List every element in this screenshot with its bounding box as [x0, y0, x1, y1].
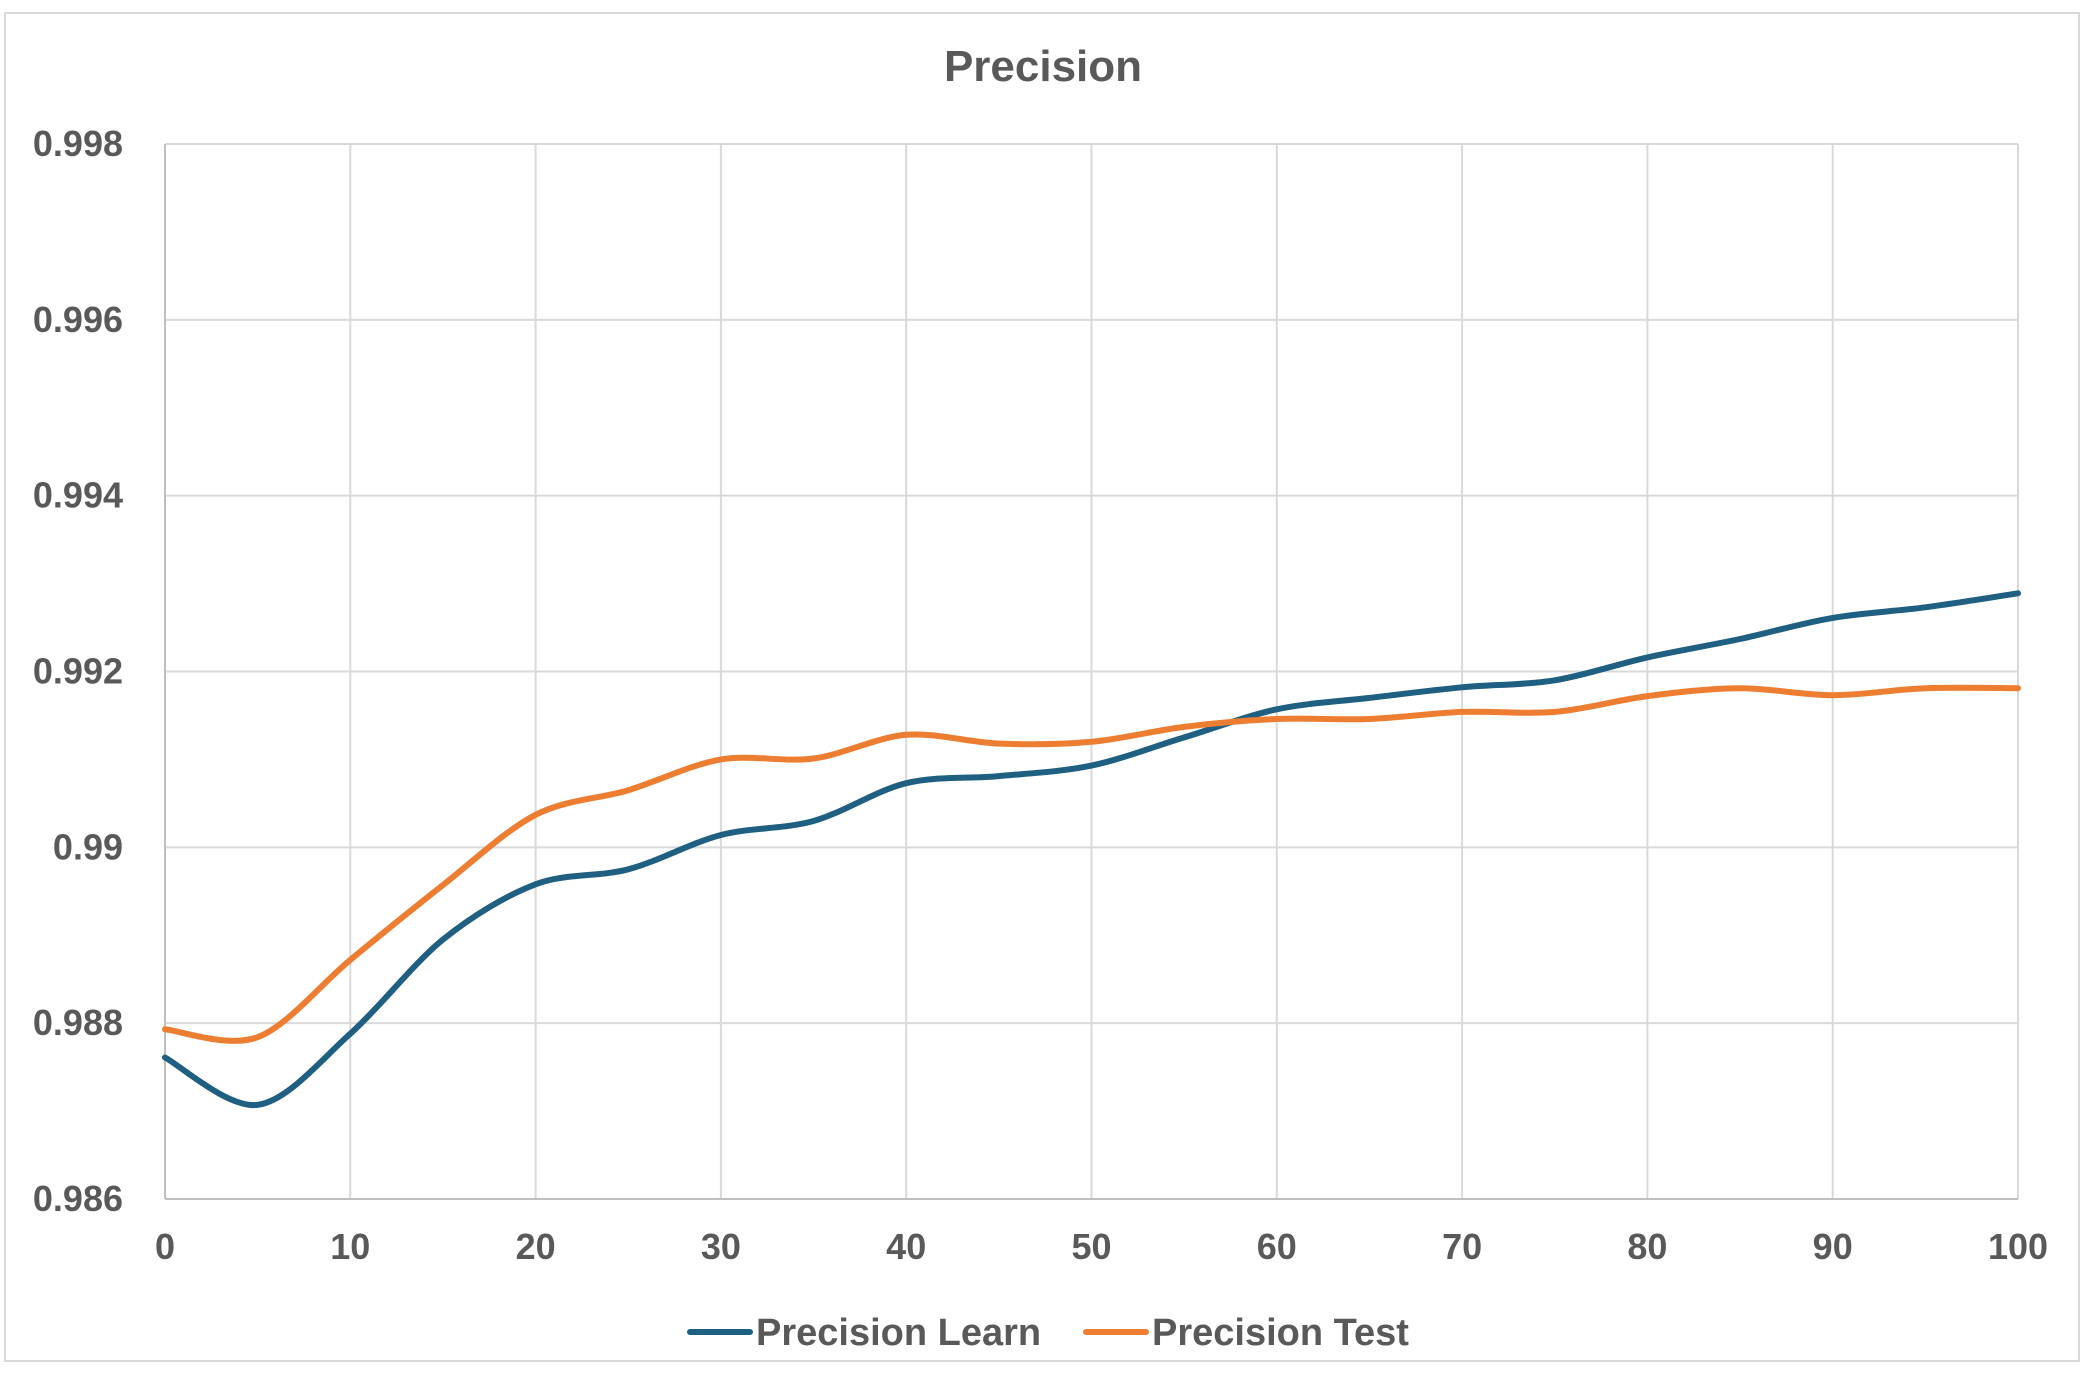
legend-entry: Precision Learn: [687, 1312, 1041, 1354]
x-tick-label: 60: [1257, 1226, 1297, 1267]
series-lines: [162, 590, 2021, 1108]
x-tick-label: 30: [701, 1226, 741, 1267]
x-tick-label: 40: [886, 1226, 926, 1267]
y-tick-label: 0.99: [53, 826, 123, 867]
series-line-precision-test: [162, 684, 2021, 1044]
chart-title: Precision: [944, 42, 1142, 91]
axes: [164, 144, 2018, 1200]
legend: Precision Learn Precision Test: [687, 1312, 1409, 1354]
x-tick-label: 80: [1627, 1226, 1667, 1267]
x-tick-label: 90: [1813, 1226, 1853, 1267]
gridlines: [165, 143, 2019, 1200]
y-tick-label: 0.996: [33, 299, 123, 340]
legend-label: Precision Test: [1152, 1312, 1409, 1354]
x-tick-label: 50: [1071, 1226, 1111, 1267]
x-tick-label: 10: [330, 1226, 370, 1267]
y-tick-label: 0.998: [33, 123, 123, 164]
x-tick-label: 100: [1988, 1226, 2048, 1267]
x-tick-label: 20: [516, 1226, 556, 1267]
y-tick-label: 0.988: [33, 1002, 123, 1043]
legend-label: Precision Learn: [756, 1312, 1041, 1354]
y-tick-label: 0.986: [33, 1178, 123, 1219]
x-tick-label: 70: [1442, 1226, 1482, 1267]
y-tick-label: 0.992: [33, 651, 123, 692]
legend-entry: Precision Test: [1083, 1312, 1409, 1354]
series-line-precision-learn: [162, 590, 2021, 1108]
x-tick-label: 0: [155, 1226, 175, 1267]
y-tick-label: 0.994: [33, 475, 123, 516]
y-axis-ticks: 0.986 0.988 0.99 0.992 0.994 0.996 0.998: [33, 123, 123, 1219]
x-axis-ticks: 0 10 20 30 40 50 60 70 80 90 100: [155, 1226, 2048, 1267]
